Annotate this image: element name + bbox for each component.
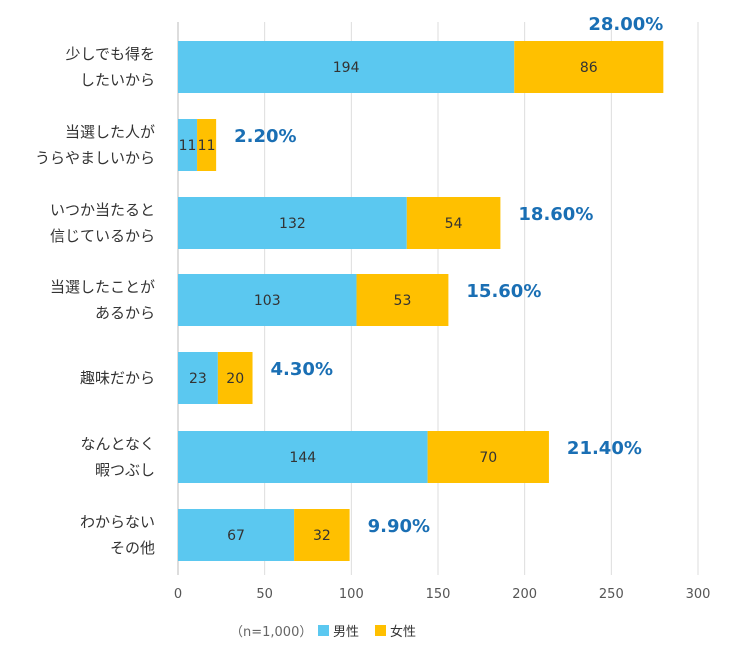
value-label-male-4: 23 <box>189 371 207 387</box>
x-tick-label-0: 0 <box>174 587 182 602</box>
legend: （n=1,000） 男性 女性 <box>230 624 416 640</box>
bar-female-2 <box>406 197 501 249</box>
category-label-3-line-1: あるから <box>95 304 155 322</box>
category-label-2-line-0: いつか当たると <box>50 201 155 219</box>
x-tick-label-150: 150 <box>426 587 451 602</box>
value-label-female-1: 11 <box>198 138 216 154</box>
category-label-1: 当選した人がうらやましいから <box>35 123 155 167</box>
bar-male-6 <box>178 509 295 561</box>
bar-female-6 <box>294 509 350 561</box>
category-label-0-line-0: 少しでも得を <box>65 45 155 63</box>
value-label-male-3: 103 <box>254 293 281 309</box>
category-label-4-line-0: 趣味だから <box>80 369 155 387</box>
value-label-female-0: 86 <box>580 60 598 76</box>
legend-swatch-female <box>375 625 386 636</box>
bar-female-1 <box>197 119 217 171</box>
x-tick-label-250: 250 <box>599 587 624 602</box>
percent-label-2: 18.60% <box>518 204 593 225</box>
bar-layer <box>178 41 664 561</box>
axis-layer: 0 50 100 150 200 250 300 <box>174 587 711 602</box>
bar-female-4 <box>217 352 253 404</box>
bar-male-0 <box>178 41 515 93</box>
category-label-0-line-1: したいから <box>80 71 155 89</box>
value-label-female-6: 32 <box>313 528 331 544</box>
x-tick-label-200: 200 <box>512 587 537 602</box>
percent-label-0: 28.00% <box>588 14 663 35</box>
value-label-male-1: 11 <box>179 138 197 154</box>
bar-male-5 <box>178 431 428 483</box>
sample-size-note: （n=1,000） <box>230 625 312 640</box>
percent-label-1: 2.20% <box>234 126 296 147</box>
value-label-male-5: 144 <box>289 450 316 466</box>
bar-female-0 <box>514 41 664 93</box>
category-label-4: 趣味だから <box>80 369 155 387</box>
x-tick-label-50: 50 <box>256 587 273 602</box>
x-tick-label-300: 300 <box>686 587 711 602</box>
bar-female-5 <box>427 431 549 483</box>
category-label-0: 少しでも得をしたいから <box>65 45 155 89</box>
category-label-6-line-1: その他 <box>110 539 155 557</box>
percent-label-5: 21.40% <box>567 438 642 459</box>
percent-label-4: 4.30% <box>271 359 333 380</box>
legend-label-female: 女性 <box>390 624 416 640</box>
category-label-5-line-1: 暇つぶし <box>95 461 155 479</box>
legend-swatch-male <box>318 625 329 636</box>
category-label-2-line-1: 信じているから <box>50 227 155 245</box>
value-label-female-5: 70 <box>479 450 497 466</box>
value-label-female-2: 54 <box>445 216 463 232</box>
value-label-female-4: 20 <box>226 371 244 387</box>
legend-label-male: 男性 <box>333 625 359 640</box>
category-label-3-line-0: 当選したことが <box>50 278 155 296</box>
percent-label-3: 15.60% <box>466 281 541 302</box>
category-label-2: いつか当たると信じているから <box>50 201 155 245</box>
category-label-5: なんとなく暇つぶし <box>80 435 155 479</box>
percent-label-6: 9.90% <box>368 516 430 537</box>
bar-male-2 <box>178 197 407 249</box>
category-label-3: 当選したことがあるから <box>50 278 155 322</box>
bar-female-3 <box>356 274 449 326</box>
value-label-male-0: 194 <box>333 60 360 76</box>
value-label-male-2: 132 <box>279 216 306 232</box>
bar-male-3 <box>178 274 357 326</box>
category-label-5-line-0: なんとなく <box>80 435 155 453</box>
category-label-6-line-0: わからない <box>80 513 155 531</box>
x-tick-label-100: 100 <box>339 587 364 602</box>
category-label-1-line-1: うらやましいから <box>35 149 155 167</box>
category-label-6: わからないその他 <box>80 513 155 557</box>
label-layer: 少しでも得をしたいから当選した人がうらやましいからいつか当たると信じているから当… <box>35 14 663 557</box>
value-label-male-6: 67 <box>227 528 245 544</box>
category-label-1-line-0: 当選した人が <box>65 123 155 141</box>
bar-male-1 <box>178 119 198 171</box>
bar-male-4 <box>178 352 218 404</box>
value-label-female-3: 53 <box>394 293 412 309</box>
